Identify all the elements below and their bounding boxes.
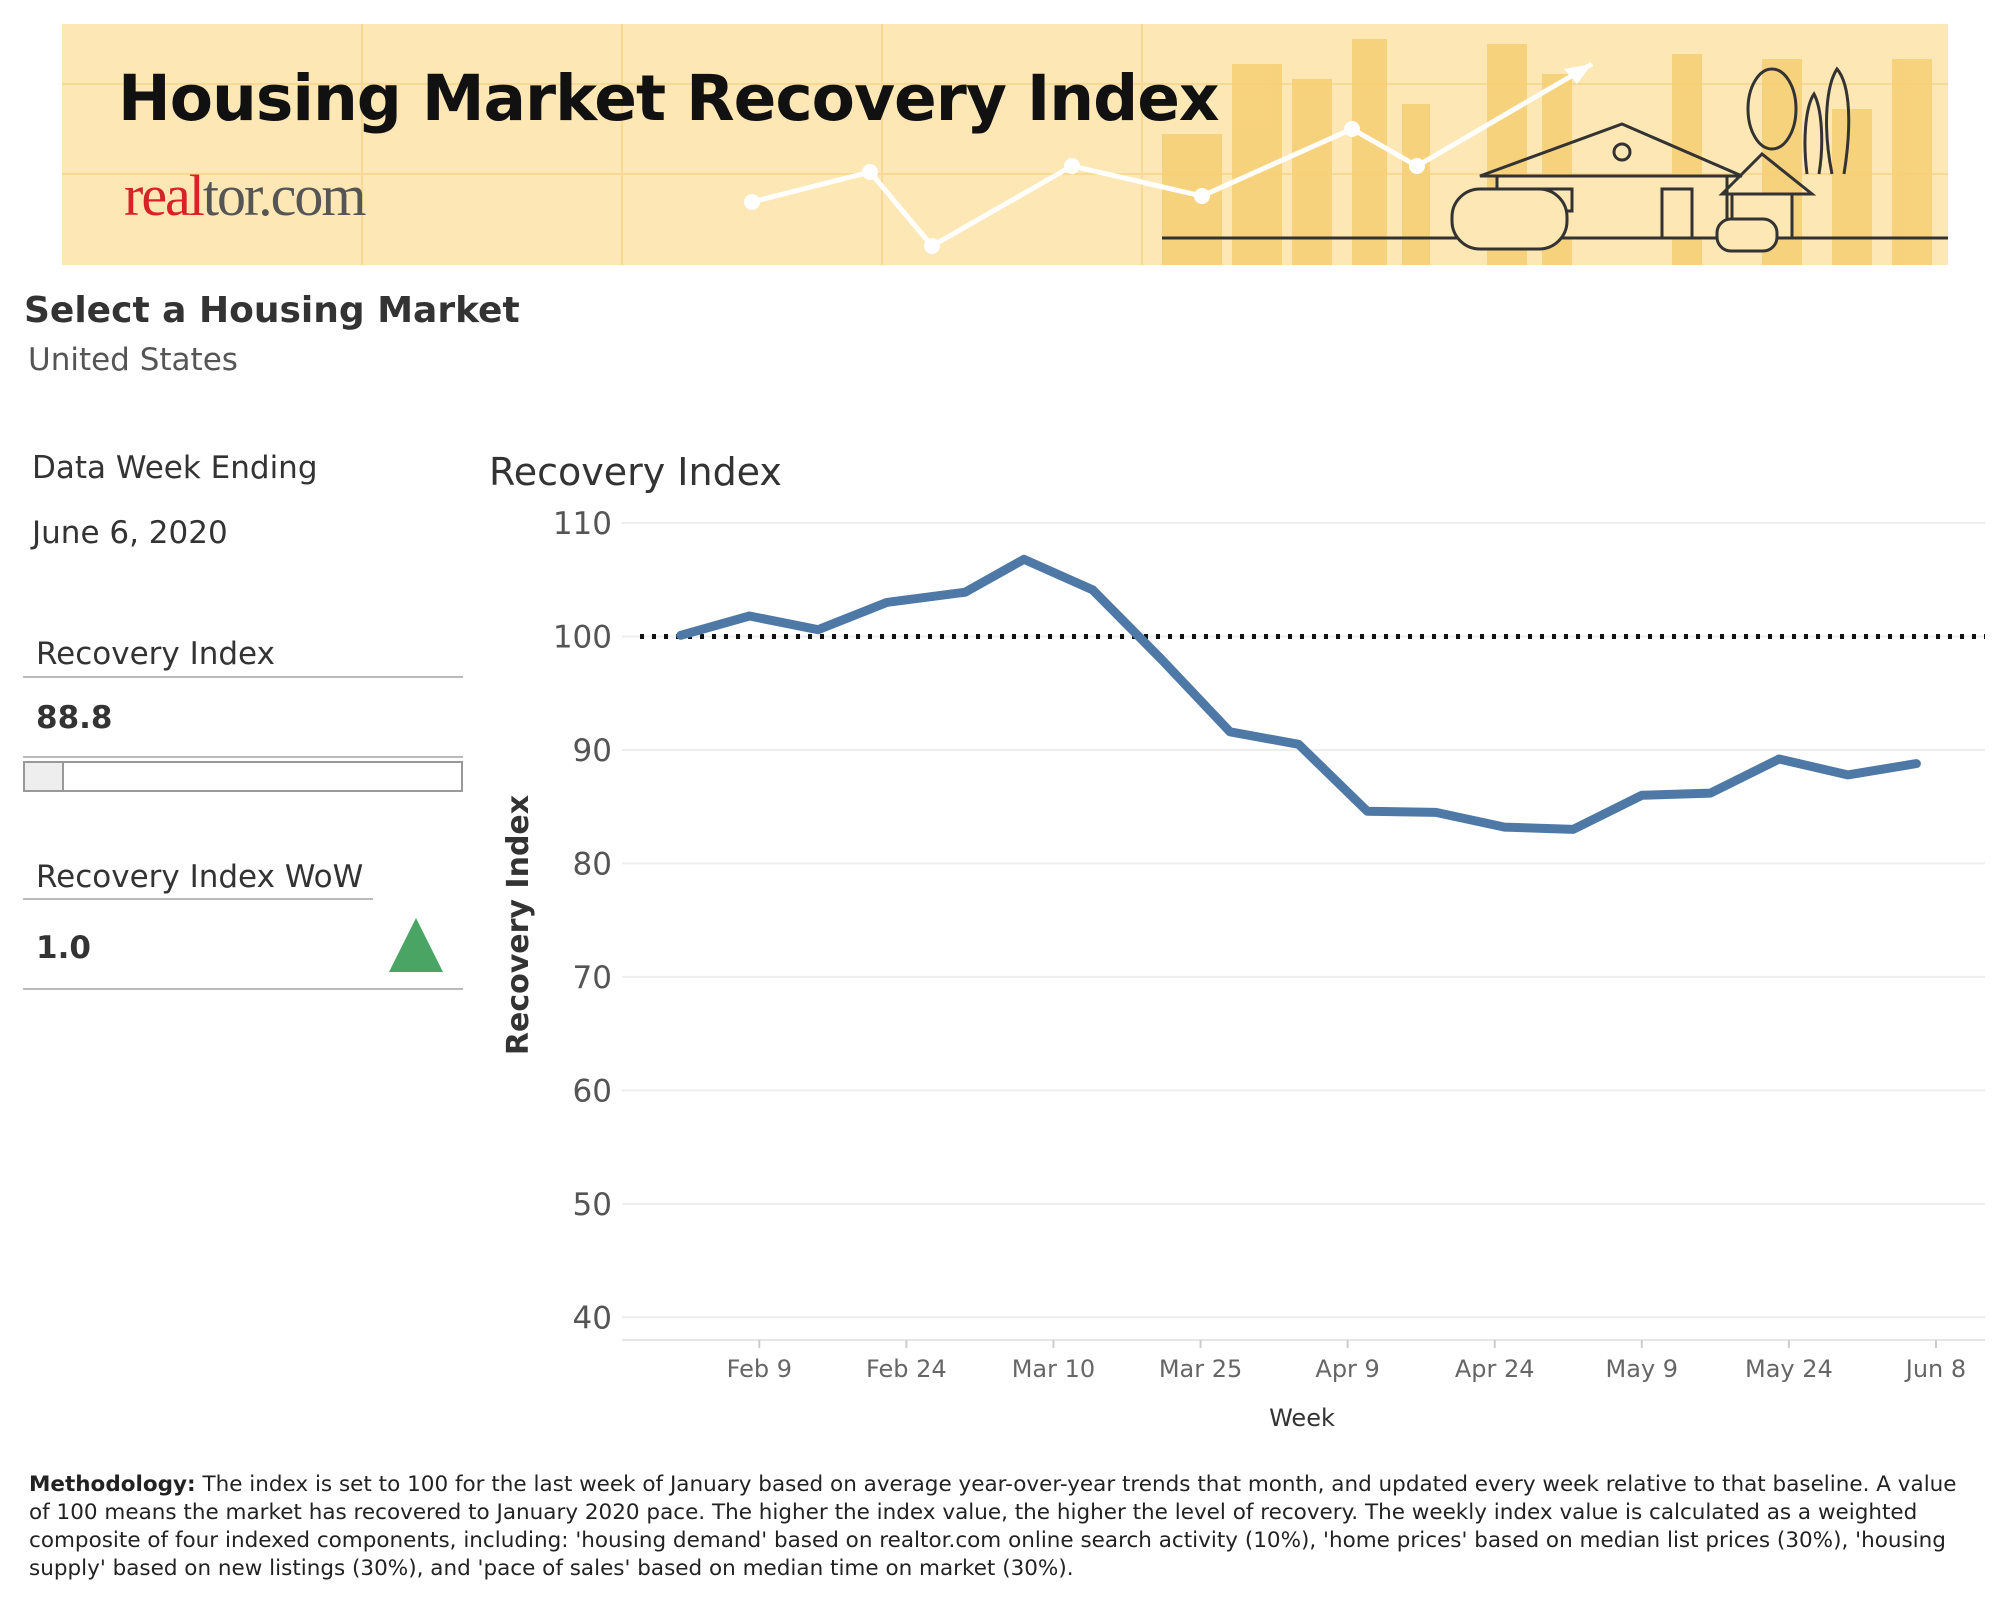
- week-ending-value: June 6, 2020: [32, 515, 228, 551]
- methodology-text: The index is set to 100 for the last wee…: [29, 1472, 1957, 1581]
- x-tick-label: Apr 24: [1455, 1355, 1535, 1383]
- data-point: [1023, 558, 1025, 560]
- data-point: [749, 615, 750, 617]
- recovery-index-wow-label: Recovery Index WoW: [36, 859, 364, 895]
- data-point: [1298, 743, 1300, 745]
- market-selector-value[interactable]: United States: [28, 342, 238, 378]
- y-tick-label: 60: [573, 1073, 612, 1109]
- data-point: [1847, 774, 1849, 776]
- house-icon: [1450, 66, 1851, 253]
- data-point: [1229, 731, 1231, 733]
- methodology-note: Methodology: The index is set to 100 for…: [29, 1471, 1979, 1583]
- data-point: [1641, 794, 1643, 796]
- y-tick-label: 50: [573, 1187, 612, 1223]
- y-tick-label: 70: [573, 960, 612, 996]
- x-tick-label: May 24: [1745, 1355, 1833, 1383]
- y-tick-label: 80: [573, 846, 612, 882]
- y-axis-title: Recovery Index: [501, 795, 536, 1055]
- brand-logo-part-real: real: [124, 163, 205, 228]
- y-tick-label: 100: [553, 619, 612, 655]
- y-tick-label: 90: [573, 733, 612, 769]
- data-point: [1709, 792, 1711, 794]
- divider: [23, 756, 463, 758]
- x-tick-label: Mar 25: [1159, 1355, 1242, 1383]
- methodology-label: Methodology:: [29, 1472, 196, 1497]
- recovery-index-wow-value: 1.0: [36, 930, 91, 966]
- data-point: [1366, 810, 1368, 812]
- data-point: [1092, 589, 1094, 591]
- data-point: [886, 601, 888, 603]
- recovery-index-bar-fill: [25, 763, 64, 790]
- market-selector-heading: Select a Housing Market: [24, 290, 520, 331]
- data-point: [1778, 758, 1780, 760]
- recovery-index-value: 88.8: [36, 700, 113, 736]
- brand-logo[interactable]: realtor.com: [124, 162, 367, 229]
- data-point: [817, 629, 819, 631]
- data-point: [1160, 658, 1162, 660]
- data-point: [1435, 811, 1437, 813]
- x-tick-label: Mar 10: [1012, 1355, 1095, 1383]
- week-ending-label: Data Week Ending: [32, 450, 318, 486]
- triangle-up-icon: [389, 918, 443, 972]
- recovery-index-label: Recovery Index: [36, 636, 275, 672]
- recovery-index-chart: 110 100 90 80 70 60 50 40 Feb 9 Feb 24 Mar 10 Mar 2…: [501, 506, 1985, 1432]
- banner-illustration: [62, 24, 1948, 265]
- divider: [23, 988, 463, 990]
- x-tick-label: May 9: [1606, 1355, 1679, 1383]
- x-tick-label: Apr 9: [1315, 1355, 1379, 1383]
- y-tick-label: 110: [553, 506, 612, 542]
- x-axis-title: Week: [1269, 1404, 1335, 1432]
- data-point: [680, 634, 682, 636]
- y-tick-label: 40: [573, 1300, 612, 1336]
- banner: Housing Market Recovery Index realtor.co…: [62, 24, 1948, 265]
- data-point: [1915, 763, 1917, 765]
- x-tick-label: Feb 9: [727, 1355, 792, 1383]
- x-tick-label: Jun 8: [1904, 1355, 1966, 1383]
- banner-title: Housing Market Recovery Index: [118, 62, 1220, 135]
- x-tick-label: Feb 24: [866, 1355, 947, 1383]
- brand-logo-part-tor: tor.com: [202, 163, 367, 228]
- data-point: [964, 591, 966, 593]
- data-point: [1572, 828, 1574, 830]
- data-point: [1504, 826, 1505, 828]
- divider: [23, 898, 373, 900]
- recovery-index-bar: [23, 761, 463, 792]
- divider: [23, 676, 463, 678]
- recovery-index-series-line: [676, 554, 1921, 834]
- chart-title: Recovery Index: [489, 450, 782, 494]
